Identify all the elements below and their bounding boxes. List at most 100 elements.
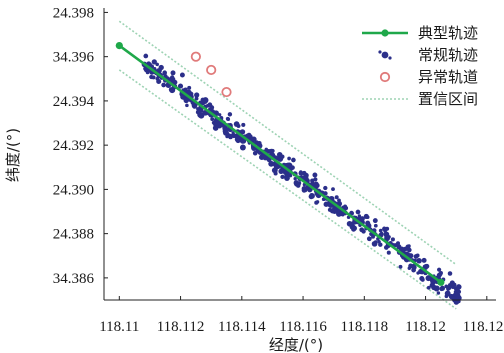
normal-point — [398, 264, 403, 269]
normal-point — [298, 170, 304, 176]
normal-point — [187, 85, 192, 90]
normal-point — [312, 182, 319, 188]
normal-point — [162, 70, 167, 75]
y-tick-label: 24.388 — [53, 227, 94, 243]
normal-point — [235, 138, 240, 142]
normal-point — [293, 176, 297, 181]
normal-point — [222, 129, 229, 136]
normal-point — [287, 156, 291, 161]
normal-point — [425, 275, 432, 282]
x-tick-label: 118.118 — [340, 319, 388, 335]
x-tick-label: 118.116 — [279, 319, 327, 335]
normal-point — [234, 134, 238, 139]
normal-point — [241, 122, 246, 127]
abnormal-point — [206, 64, 217, 76]
normal-point — [283, 171, 287, 175]
normal-point — [143, 53, 149, 59]
normal-point — [444, 290, 451, 297]
normal-point — [429, 283, 434, 288]
normal-point — [456, 284, 462, 290]
normal-point — [386, 250, 391, 255]
legend-label-normal: 常规轨迹 — [418, 46, 478, 64]
y-tick-label: 24.398 — [53, 5, 94, 21]
normal-point — [447, 271, 453, 276]
normal-point — [278, 168, 284, 174]
normal-point — [421, 257, 427, 263]
normal-point — [151, 59, 157, 65]
normal-point — [390, 237, 395, 242]
normal-point — [246, 132, 252, 138]
y-tick-label: 24.390 — [53, 182, 94, 198]
normal-point — [314, 200, 319, 205]
legend-swatch-normal — [381, 51, 389, 59]
normal-point — [346, 220, 353, 227]
abnormal-point — [190, 51, 201, 62]
legend-swatch-normal-dot — [388, 56, 392, 60]
normal-point — [151, 75, 156, 80]
normal-point — [200, 97, 206, 103]
normal-point — [156, 78, 162, 85]
normal-point — [231, 131, 235, 135]
y-tick-label: 24.392 — [53, 138, 94, 154]
legend-swatch-normal-dot — [378, 50, 382, 54]
normal-point — [331, 187, 335, 192]
normal-point — [228, 134, 233, 140]
normal-point — [270, 148, 275, 153]
normal-point — [426, 285, 431, 290]
normal-point — [194, 96, 199, 101]
normal-point — [155, 62, 159, 67]
normal-point — [359, 216, 365, 222]
normal-point — [273, 171, 278, 176]
normal-point — [456, 289, 462, 295]
normal-point — [218, 113, 222, 117]
legend-swatch-typical-marker — [381, 29, 389, 37]
y-tick-label: 34.396 — [53, 50, 95, 66]
normal-point — [185, 103, 189, 108]
normal-point — [416, 258, 422, 264]
normal-point — [419, 276, 425, 281]
abnormal-point — [221, 86, 232, 98]
normal-point — [351, 226, 357, 232]
typical-point — [437, 278, 445, 286]
normal-point — [309, 192, 315, 199]
normal-point — [301, 185, 307, 192]
confidence-band-layer — [118, 20, 457, 310]
normal-point — [179, 72, 185, 78]
normal-point — [280, 174, 285, 180]
normal-point — [408, 263, 413, 269]
typical-trajectory-line — [118, 44, 442, 284]
y-tick-label: 24.394 — [53, 94, 95, 110]
normal-point — [233, 121, 240, 127]
legend-label-typical: 典型轨迹 — [418, 24, 478, 42]
normal-point — [429, 277, 436, 284]
normal-point — [225, 134, 229, 139]
normal-point — [378, 242, 383, 247]
normal-point — [437, 267, 442, 272]
legend-label-confidence: 置信区间 — [418, 90, 478, 108]
normal-point — [446, 285, 452, 291]
normal-point — [323, 201, 329, 207]
normal-point — [185, 89, 192, 96]
normal-point — [261, 153, 267, 160]
normal-point — [334, 195, 339, 200]
x-tick-label: 118.12 — [405, 319, 446, 335]
y-tick-label: 34.386 — [53, 271, 95, 287]
normal-point — [436, 291, 441, 295]
normal-point — [195, 109, 201, 115]
normal-point — [329, 208, 336, 214]
typical-trajectory-layer — [115, 42, 445, 286]
normal-point — [344, 206, 349, 210]
normal-point — [393, 243, 398, 248]
normal-point — [373, 223, 378, 228]
normal-point — [366, 236, 372, 242]
normal-point — [384, 235, 390, 242]
normal-point — [437, 271, 443, 277]
normal-point — [434, 285, 440, 292]
normal-point — [239, 138, 246, 144]
legend: 典型轨迹 常规轨迹 异常轨道 置信区间 — [362, 24, 478, 108]
confidence-band-lower-line — [118, 69, 457, 310]
normal-point — [251, 136, 257, 143]
normal-point — [323, 185, 328, 191]
